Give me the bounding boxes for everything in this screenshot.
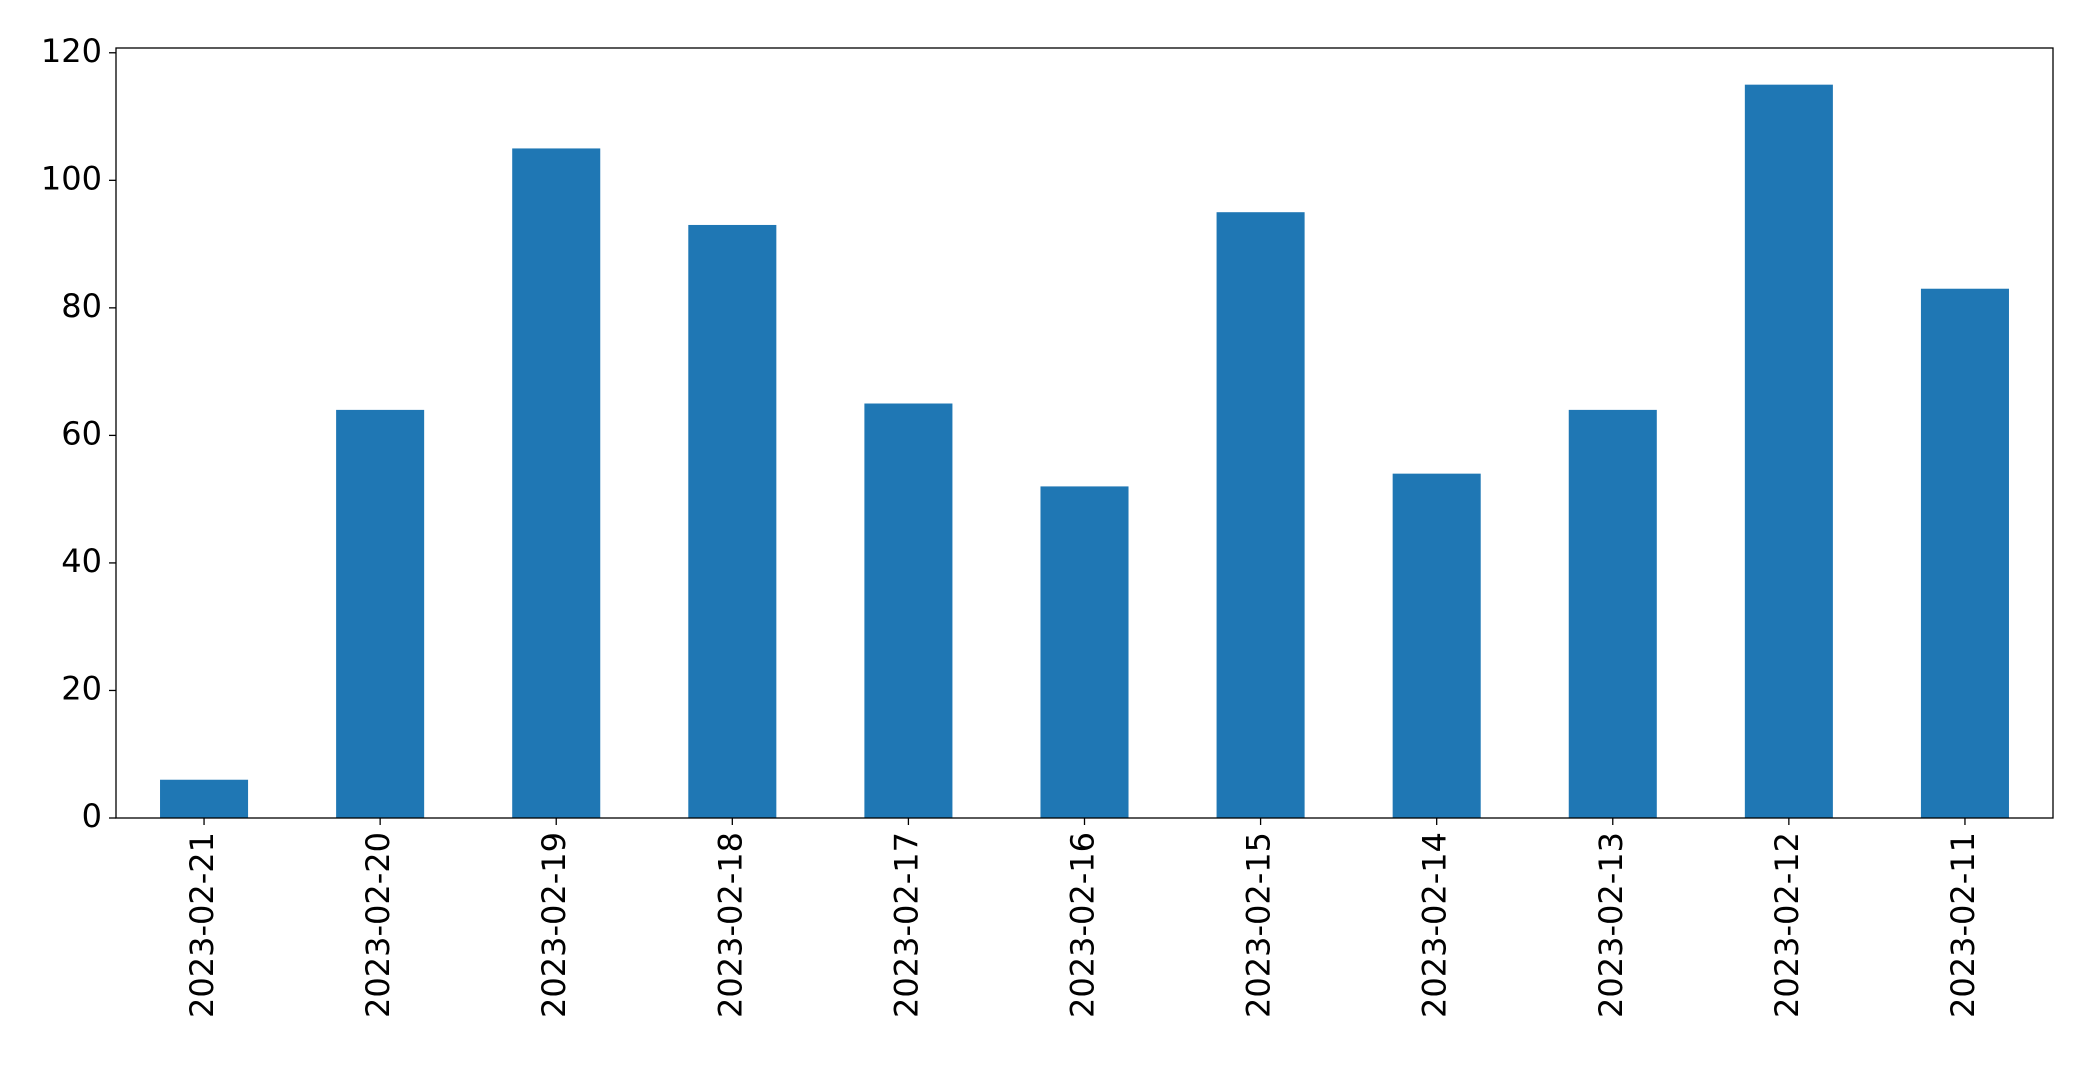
bar — [688, 224, 777, 818]
bar — [864, 403, 953, 818]
y-tick-label: 0 — [82, 797, 102, 835]
bar — [160, 779, 249, 818]
plot-frame — [115, 47, 2054, 819]
x-tick-label: 2023-02-19 — [535, 832, 573, 1018]
x-tick-label: 2023-02-14 — [1416, 832, 1454, 1018]
y-tick-label: 60 — [61, 414, 102, 452]
y-tick-label: 20 — [61, 669, 102, 707]
bar — [512, 148, 601, 818]
bar — [1216, 212, 1305, 819]
bar — [336, 409, 425, 818]
bar — [1568, 409, 1657, 818]
y-tick-label: 100 — [41, 159, 102, 197]
bar — [1040, 486, 1129, 818]
x-tick-label: 2023-02-17 — [887, 832, 925, 1018]
y-tick-label: 40 — [61, 542, 102, 580]
x-tick-label: 2023-02-11 — [1944, 832, 1982, 1018]
x-tick-label: 2023-02-20 — [359, 832, 397, 1018]
bar — [1920, 288, 2009, 819]
y-tick-label: 120 — [41, 32, 102, 70]
bar — [1744, 84, 1833, 818]
x-tick-label: 2023-02-15 — [1240, 832, 1278, 1018]
x-tick-label: 2023-02-21 — [183, 832, 221, 1018]
bar — [1392, 473, 1481, 818]
x-tick-label: 2023-02-12 — [1768, 832, 1806, 1018]
x-tick-label: 2023-02-18 — [711, 832, 749, 1018]
y-tick-label: 80 — [61, 287, 102, 325]
x-tick-label: 2023-02-16 — [1064, 832, 1102, 1018]
x-tick-label: 2023-02-13 — [1592, 832, 1630, 1018]
